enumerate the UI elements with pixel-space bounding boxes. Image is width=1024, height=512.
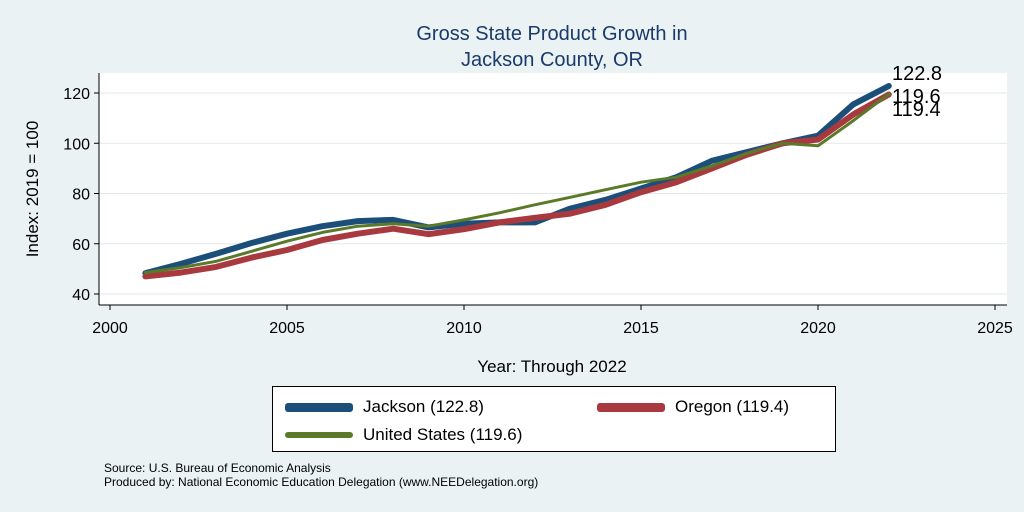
legend-item-jackson: Jackson (122.8) [285, 397, 484, 417]
y-tick-label-40: 40 [72, 287, 90, 304]
y-axis-label: Index: 2019 = 100 [23, 121, 42, 258]
chart-title-line-1: Gross State Product Growth in [416, 23, 687, 45]
legend-label-jackson: Jackson (122.8) [363, 397, 484, 416]
legend-item-oregon: Oregon (119.4) [597, 397, 789, 417]
source-line: Source: U.S. Bureau of Economic Analysis [104, 461, 331, 475]
series-line-united-states [143, 92, 891, 275]
legend-swatch-oregon [597, 402, 665, 412]
y-tick-label-80: 80 [72, 187, 90, 204]
end-label-oregon: 119.4 [892, 99, 941, 121]
x-axis-label: Year: Through 2022 [477, 357, 626, 376]
chart-title-line-2: Jackson County, OR [461, 49, 643, 71]
end-label-united-states: 119.6 [892, 86, 941, 108]
legend-swatch-united-states [285, 432, 353, 438]
y-tick-label-120: 120 [63, 86, 90, 103]
legend-item-united-states: United States (119.6) [285, 425, 522, 445]
legend: Jackson (122.8) Oregon (119.4) United St… [272, 386, 836, 452]
produced-by-line: Produced by: National Economic Education… [104, 475, 539, 489]
end-label-jackson: 122.8 [892, 63, 942, 85]
x-tick-label-2010: 2010 [446, 320, 482, 337]
legend-swatch-jackson [285, 402, 353, 412]
x-tick-label-2005: 2005 [269, 320, 305, 337]
x-tick-label-2000: 2000 [92, 320, 128, 337]
x-tick-label-2015: 2015 [623, 320, 659, 337]
x-tick-label-2025: 2025 [977, 320, 1013, 337]
legend-label-oregon: Oregon (119.4) [675, 397, 790, 416]
y-tick-label-60: 60 [72, 237, 90, 254]
x-tick-label-2020: 2020 [800, 320, 836, 337]
legend-label-united-states: United States (119.6) [363, 425, 523, 444]
source-note: Source: U.S. Bureau of Economic Analysis… [104, 461, 538, 489]
y-tick-label-100: 100 [63, 136, 90, 153]
